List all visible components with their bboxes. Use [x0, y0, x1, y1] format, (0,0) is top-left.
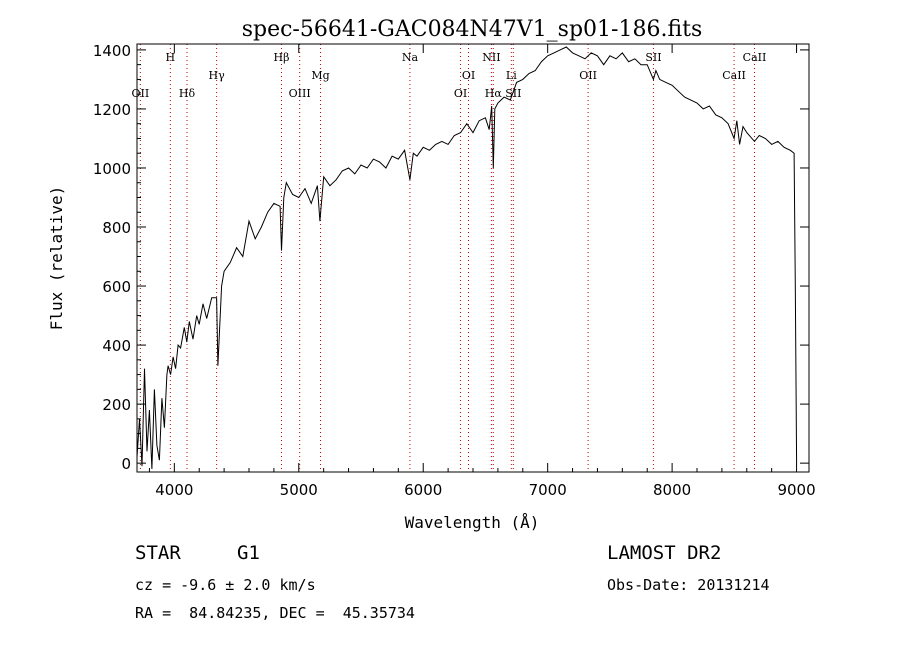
- y-tick-label: 1000: [93, 160, 131, 178]
- x-tick-label: 5000: [280, 481, 318, 499]
- x-tick-label: 9000: [777, 481, 815, 499]
- survey-name: LAMOST DR2: [607, 542, 722, 564]
- x-tick-label: 6000: [404, 481, 442, 499]
- line-marker-label: OI: [454, 87, 467, 100]
- y-tick-label: 200: [102, 396, 131, 414]
- y-tick-label: 1200: [93, 101, 131, 119]
- line-marker-label: SII: [505, 87, 521, 100]
- y-axis-ticks: 0 200 400 600 800 1000 1200 1400: [93, 42, 809, 473]
- y-tick-label: 800: [102, 219, 131, 237]
- line-marker-label: CaII: [743, 51, 767, 64]
- line-marker-label: NII: [482, 51, 500, 64]
- line-marker-label: H: [166, 51, 176, 64]
- line-marker-label: Hα: [485, 87, 503, 100]
- y-tick-label: 400: [102, 337, 131, 355]
- y-axis-label: Flux (relative): [47, 186, 66, 331]
- line-marker-label: OI: [462, 69, 475, 82]
- obs-date: Obs-Date: 20131214: [607, 576, 770, 594]
- line-marker-label: OIII: [289, 87, 311, 100]
- coordinates-text: RA = 84.84235, DEC = 45.35734: [135, 604, 415, 622]
- line-marker-label: Mg: [311, 69, 329, 82]
- line-marker-label: Li: [506, 69, 517, 82]
- redshift-text: cz = -9.6 ± 2.0 km/s: [135, 576, 316, 594]
- line-marker-label: Hβ: [274, 51, 290, 64]
- line-marker-label: OII: [132, 87, 150, 100]
- spectrum-line: [136, 46, 798, 470]
- line-marker-label: CaII: [722, 69, 746, 82]
- x-axis-label: Wavelength (Å): [405, 513, 540, 532]
- y-tick-label: 600: [102, 278, 131, 296]
- x-tick-label: 7000: [529, 481, 567, 499]
- object-class: STAR: [135, 542, 181, 564]
- x-tick-label: 8000: [653, 481, 691, 499]
- x-axis-ticks: 4000 5000 6000 7000 8000 9000: [148, 44, 816, 499]
- plot-frame: [136, 43, 810, 473]
- chart-title: spec-56641-GAC084N47V1_sp01-186.fits: [242, 17, 703, 42]
- line-marker-label: OII: [579, 69, 597, 82]
- object-subclass: G1: [237, 542, 260, 564]
- line-marker-label: Hδ: [179, 87, 196, 100]
- y-tick-label: 0: [121, 455, 131, 473]
- y-tick-label: 1400: [93, 42, 131, 60]
- line-marker-label: SII: [645, 51, 661, 64]
- line-marker-label: Hγ: [209, 69, 226, 82]
- x-tick-label: 4000: [155, 481, 193, 499]
- line-marker-label: Na: [402, 51, 419, 64]
